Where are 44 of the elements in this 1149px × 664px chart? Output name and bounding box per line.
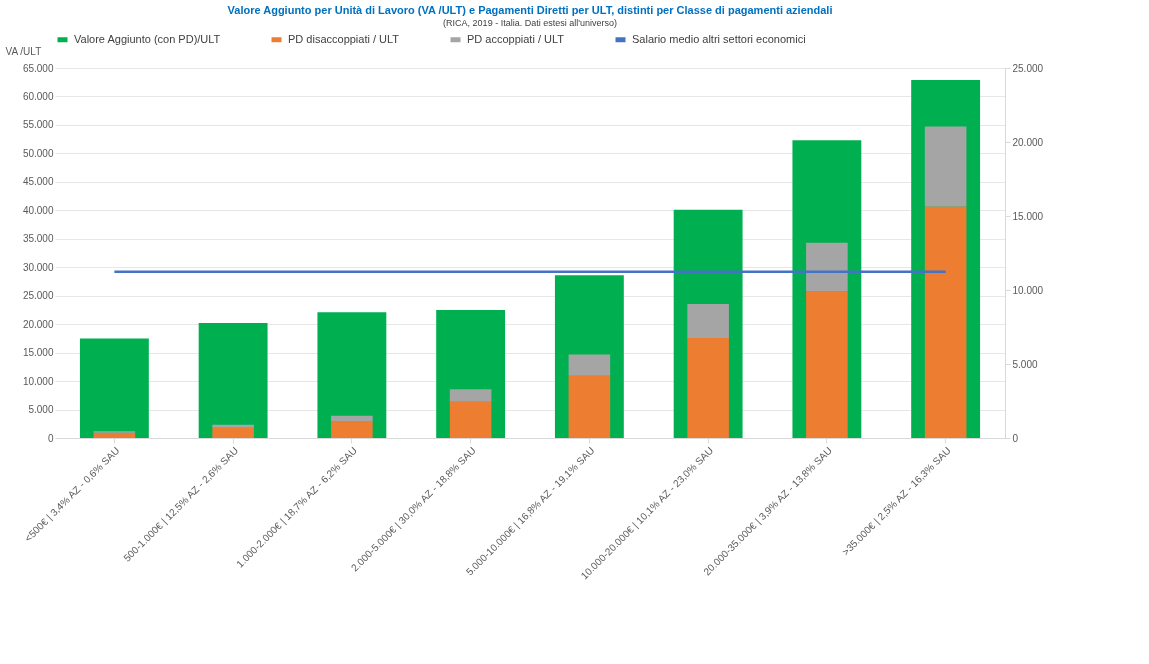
y-tick-label: 25.000 [22,290,54,302]
y-tick-label: 60.000 [22,90,54,102]
legend-label: PD disaccoppiati / ULT [288,32,400,45]
y-tick-label: 30.000 [22,261,54,273]
y2-tick-label: 20.000 [1012,136,1044,148]
y-tick-label: 35.000 [22,233,54,245]
bar [924,206,967,438]
y2-tick-label: 15.000 [1012,210,1044,222]
bar [212,424,254,428]
bar [331,420,373,438]
y-tick-label: 45.000 [22,176,54,188]
bar [687,304,729,339]
y2-tick-label: 5.000 [1012,358,1038,370]
bar [449,401,492,438]
legend-label: Valore Aggiunto (con PD)/ULT [74,32,221,45]
y-tick-label: 20.000 [22,318,54,330]
bar [806,242,848,292]
bar [568,354,611,376]
y-axis-title: VA /ULT [5,45,42,57]
y-tick-label: 15.000 [22,347,54,359]
bar [449,389,492,402]
y2-tick-label: 25.000 [1012,62,1044,74]
bar [79,338,149,438]
bar [331,415,373,421]
y-tick-label: 10.000 [22,375,54,387]
bar [93,432,136,438]
chart-title: Valore Aggiunto per Unità di Lavoro (VA /ULT) e Pagamenti Diretti per ULT, distinti per Classe di pagamenti aziendali [227,4,833,16]
bar [212,427,254,438]
bar [687,338,729,438]
legend-label: Salario medio altri settori economici [632,32,806,45]
y-tick-label: 0 [47,432,54,444]
y2-tick-label: 0 [1012,432,1019,444]
y-tick-label: 40.000 [22,204,54,216]
y2-tick-label: 10.000 [1012,284,1044,296]
bar [568,375,611,438]
y-tick-label: 5.000 [28,404,54,416]
y-tick-label: 65.000 [22,62,54,74]
bar [806,291,848,438]
bar [198,323,268,438]
y-tick-label: 50.000 [22,147,54,159]
legend-label: PD accoppiati / ULT [467,32,565,45]
bar [924,126,967,207]
y-tick-label: 55.000 [22,119,54,131]
chart-subtitle: (RICA, 2019 - Italia. Dati estesi all'universo) [443,18,617,28]
